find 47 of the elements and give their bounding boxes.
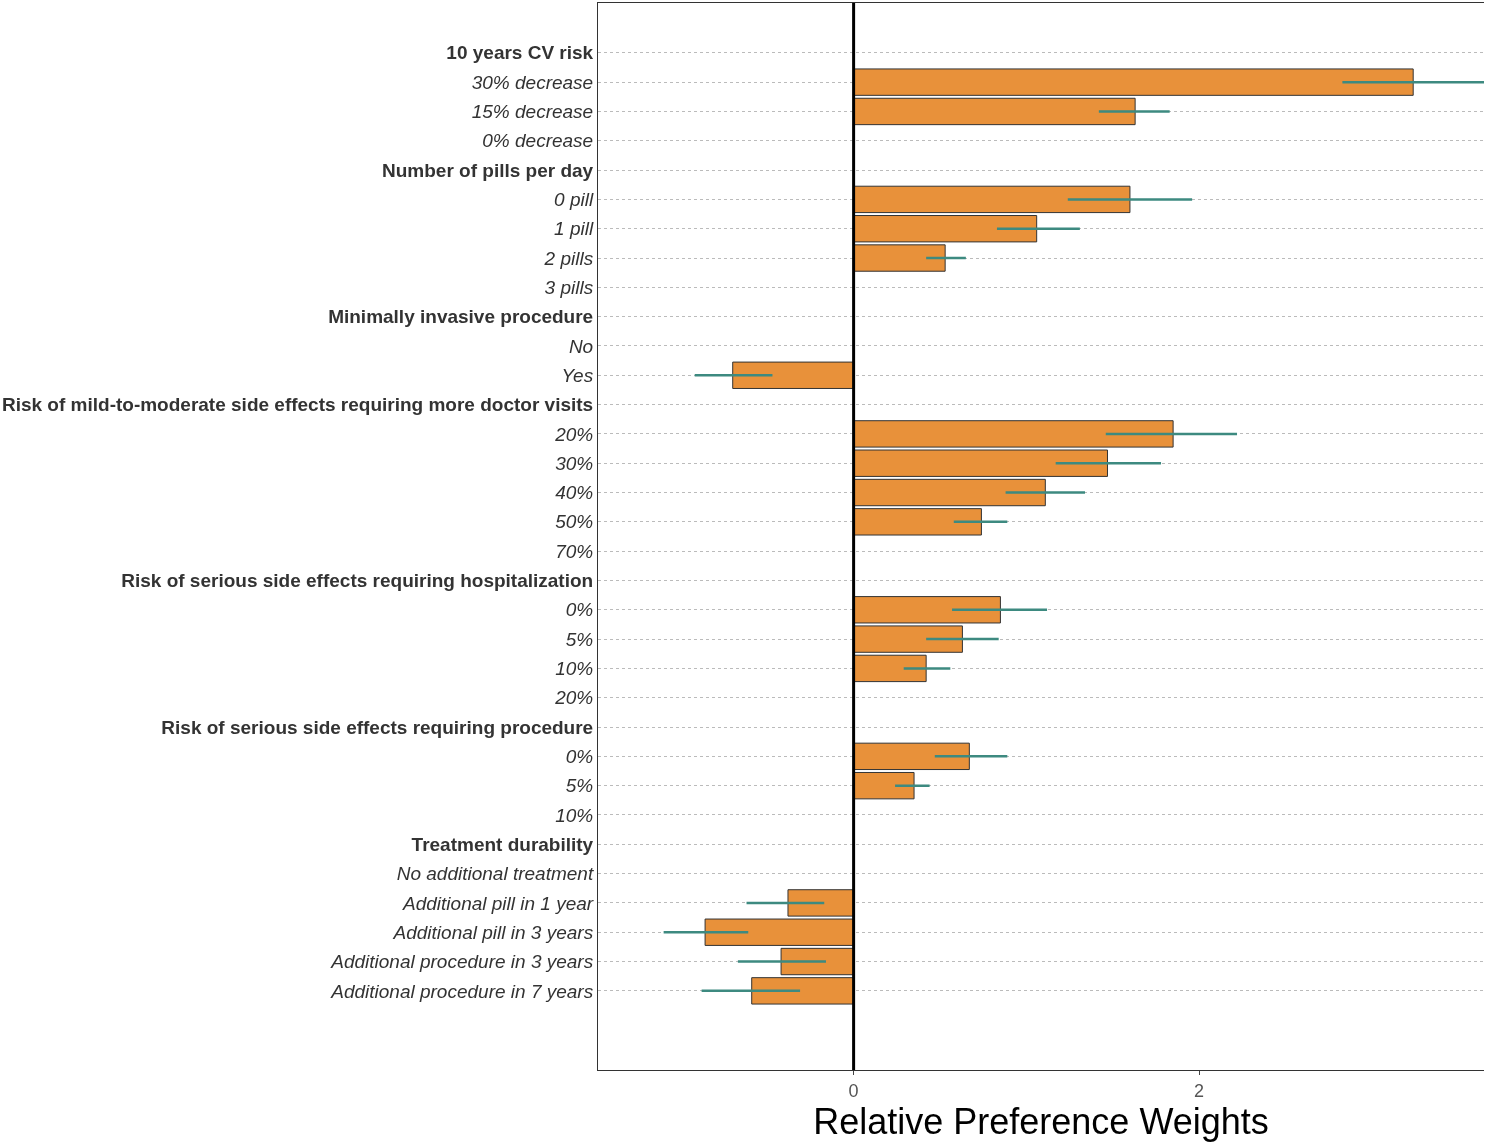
y-tick-label: 10% — [555, 804, 594, 826]
bar — [853, 654, 927, 683]
y-tick-label: Minimally invasive procedure — [328, 306, 594, 328]
bar — [853, 97, 1136, 126]
y-tick-label: 70% — [555, 540, 594, 562]
y-tick-label: 10% — [555, 658, 594, 680]
y-tick-label: No — [568, 335, 594, 357]
x-tick-label: 0 — [848, 1080, 859, 1101]
y-tick-label: 3 pills — [544, 276, 594, 298]
x-tick-label: 2 — [1194, 1080, 1205, 1101]
y-tick-label: 0 pill — [554, 189, 594, 211]
y-tick-label: 20% — [554, 423, 594, 445]
y-tick-label: 1 pill — [554, 218, 594, 240]
y-tick-label: Risk of serious side effects requiring hospitalization — [121, 570, 594, 592]
bar — [853, 771, 915, 800]
bar — [853, 478, 1046, 507]
x-axis-title: Relative Preference Weights — [813, 1100, 1269, 1142]
y-tick-label: No additional treatment — [396, 863, 594, 885]
y-tick-label: 0% — [565, 746, 594, 767]
y-tick-label: 10 years CV risk — [446, 42, 594, 64]
y-tick-label: Number of pills per day — [382, 159, 594, 181]
y-tick-label: Additional pill in 1 year — [402, 892, 594, 914]
y-tick-label: 40% — [555, 482, 594, 504]
bar — [732, 361, 855, 389]
y-tick-label: 0% — [565, 599, 594, 621]
y-tick-label: 30% — [555, 452, 594, 474]
y-tick-label: Risk of mild-to-moderate side effects requiring more doctor visits — [1, 394, 594, 416]
y-tick-label: Additional procedure in 7 years — [330, 980, 594, 1002]
y-tick-label: 30% decrease — [471, 71, 594, 93]
y-tick-label: Risk of serious side effects requiring procedure — [161, 716, 594, 738]
y-tick-label: 50% — [555, 511, 594, 533]
y-tick-label: 20% — [554, 687, 594, 709]
bar — [853, 742, 970, 771]
y-tick-label: 15% decrease — [471, 101, 594, 123]
y-tick-label: Additional pill in 3 years — [392, 921, 594, 943]
y-tick-label: 5% — [565, 775, 594, 797]
bar — [853, 508, 982, 536]
y-tick-label: Additional procedure in 3 years — [330, 951, 594, 973]
bar — [751, 977, 855, 1005]
y-tick-label: 5% — [565, 628, 594, 650]
y-tick-label: Yes — [561, 364, 594, 386]
bar — [853, 185, 1131, 214]
y-tick-label: 0% decrease — [482, 130, 594, 152]
bar — [853, 68, 1414, 96]
y-tick-label: Treatment durability — [411, 833, 594, 855]
bar — [780, 947, 855, 976]
y-tick-label: 2 pills — [543, 247, 594, 269]
